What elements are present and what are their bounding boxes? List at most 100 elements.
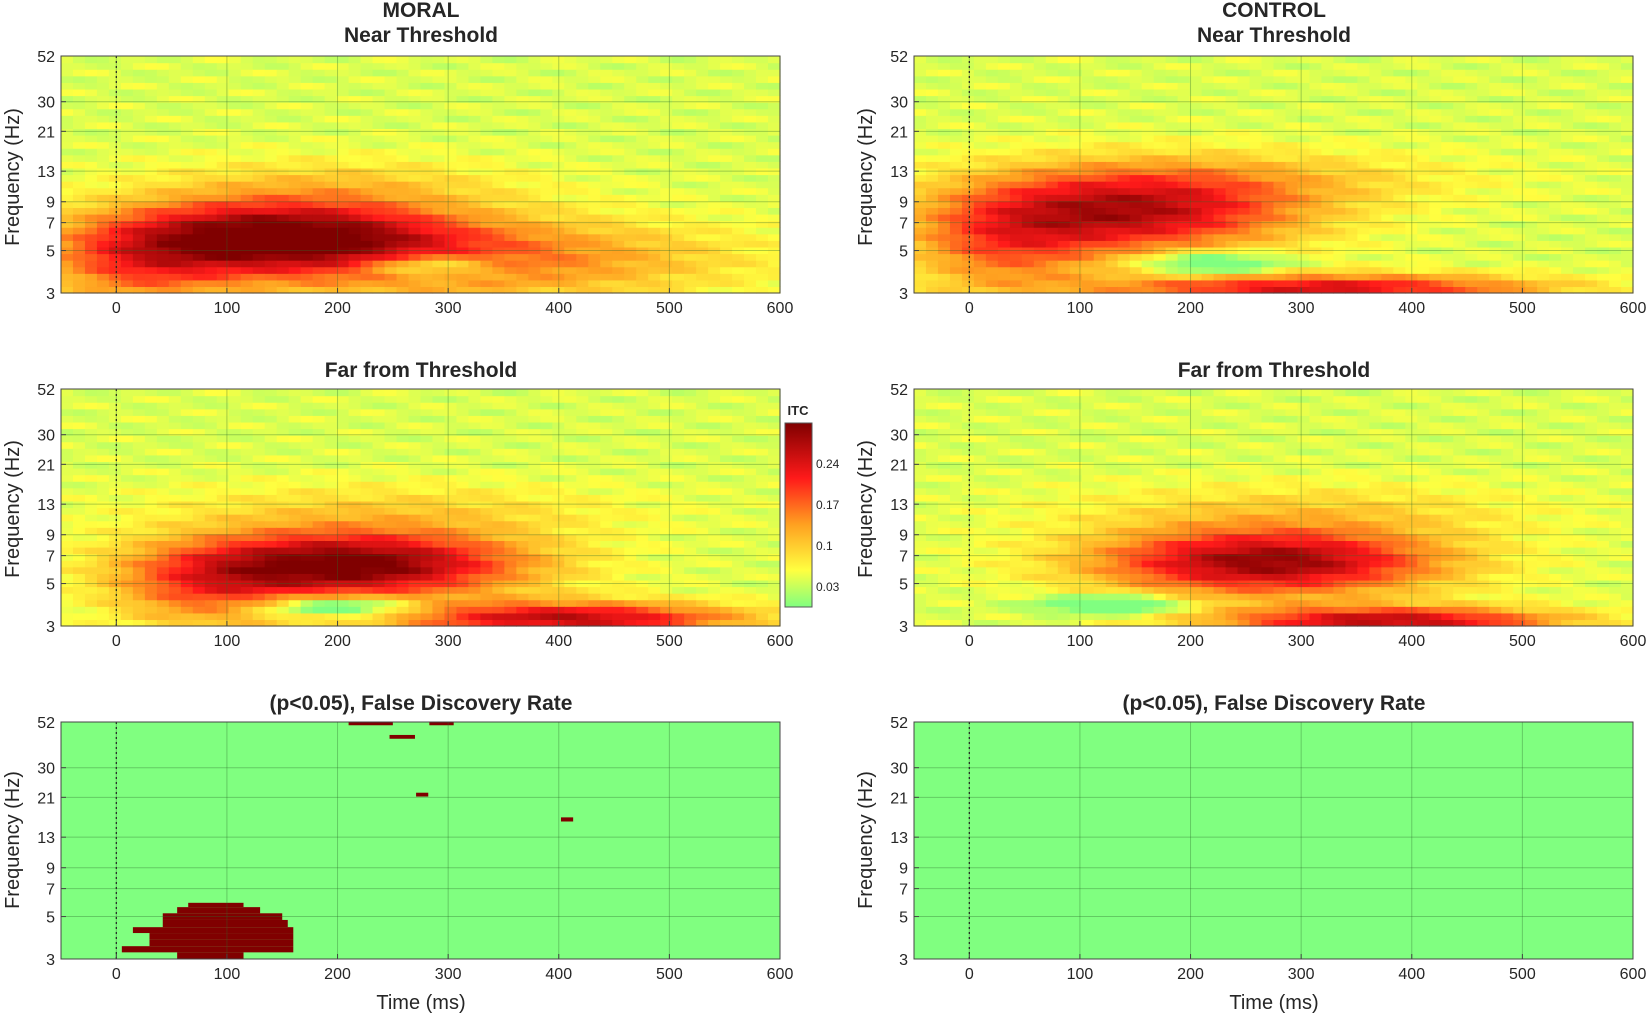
heatmap-cell <box>1153 115 1167 123</box>
heatmap-cell <box>1597 200 1610 209</box>
heatmap-cell <box>408 95 422 103</box>
heatmap-cell <box>300 286 314 294</box>
heatmap-cell <box>1153 174 1167 182</box>
heatmap-cell <box>1297 207 1311 215</box>
heatmap-cell <box>1321 108 1335 116</box>
heatmap-cell <box>1477 187 1490 195</box>
heatmap-cell <box>336 253 350 261</box>
heatmap-cell <box>1057 161 1071 169</box>
heatmap-cell <box>348 82 362 90</box>
heatmap-cell <box>1069 233 1083 241</box>
heatmap-cell <box>1273 200 1287 209</box>
heatmap-cell <box>132 102 146 110</box>
heatmap-cell <box>360 62 374 70</box>
heatmap-cell <box>144 102 158 110</box>
heatmap-cell <box>636 266 649 274</box>
heatmap-cell <box>348 141 362 149</box>
heatmap-cell <box>432 207 446 215</box>
heatmap-cell <box>420 227 434 235</box>
heatmap-cell <box>624 141 637 149</box>
heatmap-cell <box>925 62 939 70</box>
heatmap-cell <box>660 174 673 182</box>
heatmap-cell <box>1405 69 1418 77</box>
heatmap-cell <box>1021 253 1035 261</box>
heatmap-cell <box>180 468 194 476</box>
heatmap-cell <box>696 260 709 268</box>
heatmap-cell <box>396 181 410 189</box>
heatmap-cell <box>1549 233 1562 241</box>
heatmap-cell <box>96 233 110 241</box>
heatmap-cell <box>1513 246 1526 255</box>
heatmap-cell <box>1285 69 1299 77</box>
heatmap-cell <box>156 454 170 463</box>
heatmap-cell <box>624 187 637 195</box>
x-tick-label: 400 <box>1398 300 1425 317</box>
heatmap-cell <box>240 507 254 515</box>
heatmap-cell <box>312 167 326 176</box>
heatmap-cell <box>156 553 170 561</box>
heatmap-cell <box>1309 141 1323 149</box>
heatmap-cell <box>1297 174 1311 182</box>
panel-title-line-2: Near Threshold <box>344 24 498 47</box>
heatmap-cell <box>216 115 230 123</box>
heatmap-cell <box>84 194 98 202</box>
heatmap-cell <box>648 108 661 116</box>
heatmap-cell <box>985 128 999 136</box>
heatmap-cell <box>61 619 74 627</box>
heatmap-cell <box>1213 95 1227 103</box>
heatmap-cell <box>1297 148 1311 156</box>
heatmap-cell <box>96 454 110 463</box>
heatmap-cell <box>1525 82 1538 90</box>
heatmap-cell <box>240 207 254 215</box>
heatmap-cell <box>1261 167 1275 176</box>
heatmap-cell <box>192 141 206 149</box>
heatmap-cell <box>1069 253 1083 261</box>
heatmap-cell <box>384 273 398 281</box>
heatmap-cell <box>1369 167 1382 176</box>
heatmap-cell <box>504 194 517 202</box>
heatmap-cell <box>1189 108 1203 116</box>
heatmap-cell <box>648 56 661 64</box>
heatmap-cell <box>1069 88 1083 97</box>
heatmap-cell <box>1225 88 1239 97</box>
heatmap-cell <box>456 82 470 90</box>
heatmap-cell <box>1489 108 1502 116</box>
heatmap-cell <box>914 141 927 149</box>
heatmap-cell <box>480 88 493 97</box>
heatmap-cell <box>1525 253 1538 261</box>
heatmap-cell <box>480 154 493 162</box>
heatmap-cell <box>1153 207 1167 215</box>
heatmap-cell <box>1261 121 1275 130</box>
heatmap-cell <box>1465 279 1478 288</box>
heatmap-cell <box>204 62 218 70</box>
heatmap-cell <box>108 246 122 255</box>
heatmap-cell <box>264 246 278 255</box>
heatmap-cell <box>1165 207 1179 215</box>
heatmap-cell <box>1561 253 1574 261</box>
heatmap-cell <box>1201 220 1215 228</box>
heatmap-cell <box>300 128 314 136</box>
heatmap-cell <box>1465 253 1478 261</box>
heatmap-cell <box>456 95 470 103</box>
heatmap-cell <box>1069 260 1083 268</box>
heatmap-cell <box>1393 161 1406 169</box>
heatmap-cell <box>1393 181 1406 189</box>
heatmap-cell <box>1273 135 1287 143</box>
heatmap-cell <box>240 253 254 261</box>
heatmap-cell <box>456 187 470 195</box>
heatmap-cell <box>1153 75 1167 83</box>
heatmap-cell <box>1285 115 1299 123</box>
heatmap-cell <box>696 246 709 255</box>
heatmap-cell <box>204 408 218 416</box>
heatmap-cell <box>144 553 158 561</box>
heatmap-cell <box>1489 167 1502 176</box>
heatmap-cell <box>240 286 254 294</box>
heatmap-cell <box>1525 246 1538 255</box>
heatmap-cell <box>1333 181 1346 189</box>
heatmap-cell <box>396 161 410 169</box>
heatmap-cell <box>1621 102 1634 110</box>
heatmap-cell <box>1117 273 1131 281</box>
heatmap-cell <box>1129 266 1143 274</box>
heatmap-cell <box>1501 181 1514 189</box>
heatmap-cell <box>408 121 422 130</box>
